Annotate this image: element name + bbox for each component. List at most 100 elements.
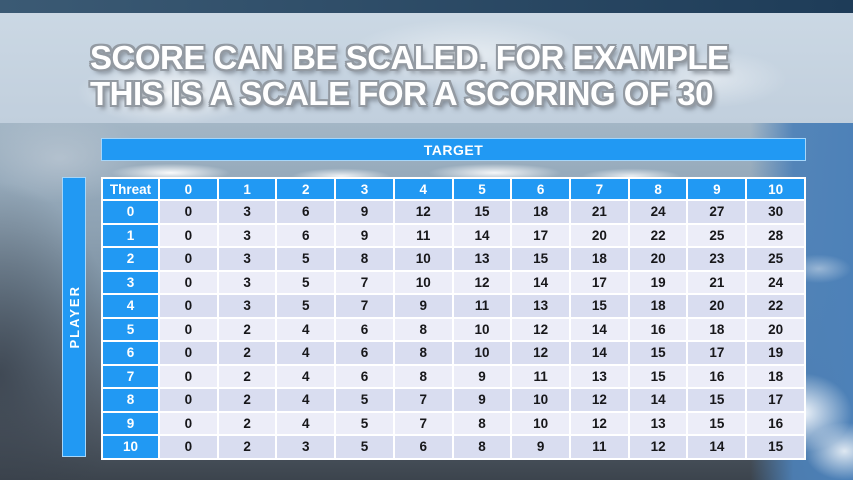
- score-cell: 0: [158, 363, 219, 389]
- score-cell: 10: [451, 340, 513, 366]
- threat-row-header: 2: [101, 246, 160, 272]
- score-cell: 0: [158, 387, 219, 413]
- score-cell: 20: [569, 222, 630, 248]
- score-cell: 6: [275, 222, 337, 248]
- score-cell: 14: [627, 387, 689, 413]
- score-cell: 15: [745, 434, 806, 460]
- target-col-header: 4: [392, 177, 454, 201]
- score-table-head-row: Threat 0 1 2 3 4 5 6 7 8 9 10: [101, 177, 806, 201]
- score-table-row: 3 0 3 5 7 10 12 14 17 19 21 24: [101, 269, 806, 295]
- score-cell: 13: [627, 410, 689, 436]
- score-cell: 9: [334, 199, 395, 225]
- threat-row-header: 0: [101, 199, 160, 225]
- score-cell: 4: [275, 387, 337, 413]
- score-cell: 18: [627, 293, 689, 319]
- score-table-row: 5 0 2 4 6 8 10 12 14 16 18 20: [101, 316, 806, 342]
- score-table-row: 7 0 2 4 6 8 9 11 13 15 16 18: [101, 363, 806, 389]
- score-cell: 12: [510, 316, 572, 342]
- threat-row-header: 5: [101, 316, 160, 342]
- score-cell: 6: [334, 316, 395, 342]
- score-cell: 19: [627, 269, 689, 295]
- score-cell: 6: [334, 340, 395, 366]
- score-cell: 20: [686, 293, 748, 319]
- score-cell: 15: [627, 340, 689, 366]
- score-cell: 14: [510, 269, 572, 295]
- score-cell: 18: [510, 199, 572, 225]
- score-cell: 8: [451, 410, 513, 436]
- target-col-header: 6: [510, 177, 572, 201]
- score-cell: 15: [510, 246, 572, 272]
- score-table-row: 6 0 2 4 6 8 10 12 14 15 17 19: [101, 340, 806, 366]
- threat-row-header: 6: [101, 340, 160, 366]
- score-cell: 13: [569, 363, 630, 389]
- player-header: PLAYER: [62, 177, 86, 457]
- score-cell: 9: [451, 363, 513, 389]
- score-cell: 0: [158, 222, 219, 248]
- score-cell: 4: [275, 363, 337, 389]
- score-cell: 0: [158, 410, 219, 436]
- score-cell: 5: [334, 434, 395, 460]
- score-cell: 18: [686, 316, 748, 342]
- score-cell: 15: [569, 293, 630, 319]
- score-cell: 13: [510, 293, 572, 319]
- score-cell: 13: [451, 246, 513, 272]
- threat-corner-label: Threat: [101, 177, 160, 201]
- threat-row-header: 10: [101, 434, 160, 460]
- target-col-header: 2: [275, 177, 337, 201]
- score-cell: 5: [275, 246, 337, 272]
- score-table-row: 10 0 2 3 5 6 8 9 11 12 14 15: [101, 434, 806, 460]
- score-cell: 0: [158, 199, 219, 225]
- score-cell: 12: [510, 340, 572, 366]
- score-cell: 9: [334, 222, 395, 248]
- score-cell: 24: [627, 199, 689, 225]
- score-cell: 23: [686, 246, 748, 272]
- score-table-row: 1 0 3 6 9 11 14 17 20 22 25 28: [101, 222, 806, 248]
- score-cell: 4: [275, 410, 337, 436]
- score-cell: 17: [510, 222, 572, 248]
- score-cell: 12: [627, 434, 689, 460]
- score-cell: 15: [686, 410, 748, 436]
- top-strip-decoration: [0, 0, 853, 13]
- score-cell: 5: [275, 269, 337, 295]
- score-cell: 0: [158, 269, 219, 295]
- target-col-header: 8: [627, 177, 689, 201]
- score-cell: 0: [158, 340, 219, 366]
- score-cell: 25: [745, 246, 806, 272]
- target-col-header: 9: [686, 177, 748, 201]
- score-table-body: 0 0 3 6 9 12 15 18 21 24 27 30 1 0 3 6 9 11 14 17 20 22 25 28 2 0…: [101, 199, 806, 460]
- player-header-label: PLAYER: [66, 285, 82, 349]
- score-cell: 16: [686, 363, 748, 389]
- threat-row-header: 3: [101, 269, 160, 295]
- score-cell: 15: [451, 199, 513, 225]
- score-cell: 10: [510, 410, 572, 436]
- score-cell: 22: [745, 293, 806, 319]
- score-cell: 16: [745, 410, 806, 436]
- score-cell: 16: [627, 316, 689, 342]
- score-cell: 21: [569, 199, 630, 225]
- score-cell: 0: [158, 246, 219, 272]
- score-cell: 2: [216, 316, 278, 342]
- score-cell: 12: [569, 410, 630, 436]
- score-cell: 3: [216, 246, 278, 272]
- score-cell: 7: [334, 269, 395, 295]
- score-cell: 0: [158, 316, 219, 342]
- score-cell: 11: [569, 434, 630, 460]
- score-cell: 11: [451, 293, 513, 319]
- target-col-header: 7: [569, 177, 630, 201]
- target-col-header: 1: [216, 177, 278, 201]
- slide-title-line1: SCORE CAN BE SCALED. FOR EXAMPLE: [90, 39, 729, 76]
- threat-row-header: 7: [101, 363, 160, 389]
- score-cell: 5: [275, 293, 337, 319]
- score-cell: 10: [392, 246, 454, 272]
- score-cell: 12: [569, 387, 630, 413]
- score-cell: 21: [686, 269, 748, 295]
- score-cell: 12: [451, 269, 513, 295]
- score-cell: 2: [216, 410, 278, 436]
- score-cell: 7: [334, 293, 395, 319]
- score-cell: 3: [275, 434, 337, 460]
- score-cell: 15: [627, 363, 689, 389]
- score-cell: 5: [334, 410, 395, 436]
- target-col-header: 5: [451, 177, 513, 201]
- score-table-row: 0 0 3 6 9 12 15 18 21 24 27 30: [101, 199, 806, 225]
- score-cell: 18: [745, 363, 806, 389]
